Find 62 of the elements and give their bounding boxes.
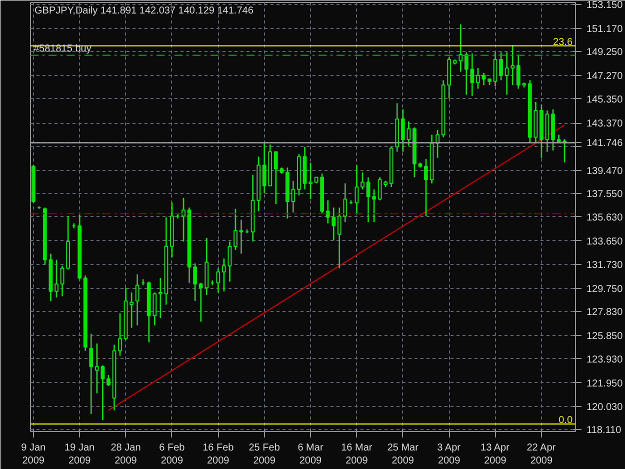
x-tick-label: 19 Jan 2009 <box>64 442 95 467</box>
x-tick-label: 25 Feb 2009 <box>248 442 280 467</box>
candlestick <box>372 188 376 223</box>
candlestick <box>337 206 342 269</box>
candlestick <box>308 162 312 200</box>
candlestick <box>135 274 140 326</box>
candlestick <box>239 219 244 254</box>
y-tick-label: 127.830 <box>586 307 624 318</box>
y-tick-label: 135.630 <box>586 212 624 224</box>
candlestick <box>493 52 498 87</box>
y-tick-label: 123.930 <box>586 354 624 366</box>
y-tick-label: 153.150 <box>586 0 624 11</box>
candlestick <box>510 44 515 86</box>
chart-title: GBPJPY,Daily 141.891 142.037 140.129 141.746 <box>34 6 254 16</box>
x-tick-label: 3 Apr 2009 <box>437 442 462 467</box>
candlestick <box>234 208 238 251</box>
y-tick-label: 118.110 <box>586 425 622 436</box>
y-tick-label: 125.850 <box>586 331 624 342</box>
candlestick <box>366 176 370 223</box>
candlestick <box>216 268 220 294</box>
y-tick-label: 121.950 <box>586 378 624 390</box>
x-tick-label: 6 Feb 2009 <box>159 442 186 467</box>
ref-line-label: #581815 buy <box>34 43 92 54</box>
y-tick-label: 137.550 <box>586 189 624 200</box>
x-tick-label: 6 Mar 2009 <box>298 442 324 467</box>
candlestick <box>499 52 503 81</box>
candlestick <box>89 333 94 415</box>
y-tick-label: 139.470 <box>586 166 624 177</box>
x-tick-label: 9 Jan 2009 <box>21 442 46 467</box>
annotation: 0.0 <box>558 414 573 426</box>
candlestick <box>482 72 486 86</box>
y-tick-label: 145.350 <box>586 94 624 106</box>
annotation: 23.6 <box>553 36 573 48</box>
candlestick <box>424 158 428 217</box>
y-tick-label: 147.270 <box>586 71 624 82</box>
candlestick <box>193 262 197 302</box>
x-tick-label: 25 Mar 2009 <box>387 442 420 467</box>
candlestick <box>60 265 64 297</box>
y-tick-label: 133.650 <box>586 236 624 248</box>
y-tick-label: 120.030 <box>586 402 624 413</box>
candlestick <box>106 374 110 387</box>
x-tick-label: 28 Jan 2009 <box>110 442 141 467</box>
y-tick-label: 151.170 <box>586 24 624 35</box>
candlestick <box>378 176 382 201</box>
x-tick-label: 22 Apr 2009 <box>526 442 556 467</box>
candlestick <box>354 164 359 214</box>
y-tick-label: 149.250 <box>586 47 624 58</box>
candlestick <box>343 182 348 223</box>
x-tick-label: 16 Mar 2009 <box>341 442 373 467</box>
y-tick-label: 141.746 <box>586 138 624 150</box>
candlestick <box>476 67 480 90</box>
y-tick-label: 131.730 <box>586 260 624 271</box>
y-tick-label: 143.370 <box>586 118 624 130</box>
y-tick-label: 129.750 <box>586 284 624 295</box>
candlestick <box>504 52 509 96</box>
candlestick <box>118 312 122 356</box>
x-tick-label: 16 Feb 2009 <box>202 442 234 467</box>
candlestick <box>130 292 134 328</box>
candlestick <box>54 259 58 298</box>
candlestick <box>360 172 364 190</box>
candlestick <box>182 197 186 242</box>
x-tick-label: 13 Apr 2009 <box>480 442 510 467</box>
